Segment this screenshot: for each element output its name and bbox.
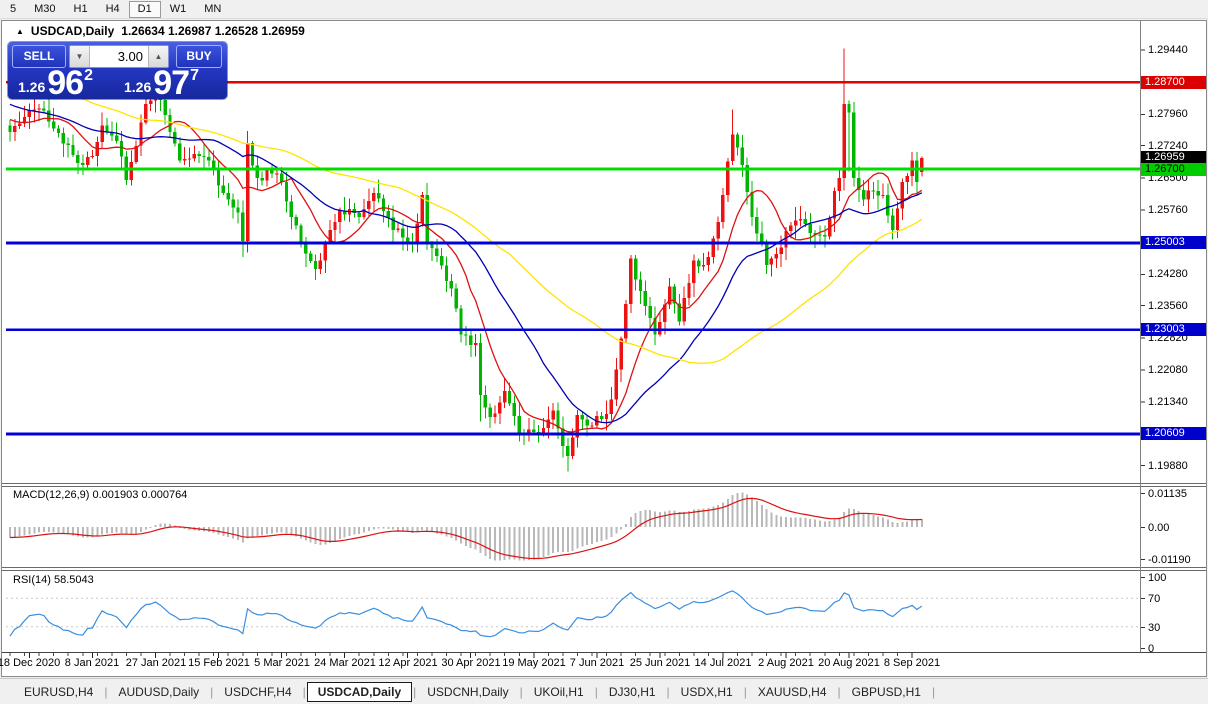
collapse-icon[interactable]: ▲	[16, 26, 24, 36]
timeframe-button-5[interactable]: 5	[10, 2, 17, 15]
volume-increase-icon[interactable]: ▲	[148, 46, 168, 67]
buy-price-pip: 7	[190, 67, 199, 84]
macd-values: 0.001903 0.000764	[92, 489, 188, 501]
chart-tab-usdchf[interactable]: USDCHF,H4	[224, 684, 292, 699]
buy-price-display[interactable]: 1.26 97 7	[124, 64, 199, 102]
price-marker-label: 1.28700	[1141, 76, 1206, 89]
timeframe-button-w1[interactable]: W1	[169, 2, 187, 15]
volume-input[interactable]: 3.00	[117, 49, 143, 64]
volume-decrease-icon[interactable]: ▼	[70, 46, 90, 67]
price-marker-label: 1.23003	[1141, 323, 1206, 336]
macd-label: MACD(12,26,9) 0.001903 0.000764	[13, 489, 188, 501]
rsi-label: RSI(14) 58.5043	[13, 574, 94, 586]
sell-button[interactable]: SELL	[12, 45, 66, 68]
buy-price-prefix: 1.26	[124, 79, 152, 95]
date-label: 2 Aug 2021	[758, 657, 814, 669]
chart-tab-eurusd[interactable]: EURUSD,H4	[24, 684, 94, 699]
tab-separator: |	[519, 684, 523, 699]
tab-separator: |	[594, 684, 598, 699]
price-marker-label: 1.26959	[1141, 151, 1206, 164]
date-label: 14 Jul 2021	[694, 657, 752, 669]
price-marker-label: 1.20609	[1141, 427, 1206, 440]
timeframe-button-mn[interactable]: MN	[204, 2, 222, 15]
price-tick-label: 1.23560	[1148, 300, 1188, 312]
date-label: 20 Aug 2021	[818, 657, 880, 669]
symbol-title: USDCAD,Daily	[30, 24, 115, 38]
buy-price-big: 97	[153, 64, 190, 102]
price-tick-label: 1.19880	[1148, 460, 1188, 472]
chart-tab-usdcad[interactable]: USDCAD,Daily	[306, 681, 413, 702]
chart-tab-usdcnh[interactable]: USDCNH,Daily	[427, 684, 509, 699]
rsi-scale-label: 30	[1148, 622, 1161, 634]
tab-separator: |	[104, 684, 108, 699]
price-tick-label: 1.24280	[1148, 268, 1188, 280]
volume-spinner: ▼ 3.00 ▲	[69, 45, 169, 68]
price-tick-label: 1.27960	[1148, 108, 1188, 120]
rsi-value: 58.5043	[53, 574, 94, 586]
price-tick-label: 1.29440	[1148, 44, 1188, 56]
macd-scale-label: -0.01190	[1148, 554, 1191, 566]
date-label: 15 Feb 2021	[188, 657, 250, 669]
chart-tab-xauusd[interactable]: XAUUSD,H4	[757, 684, 827, 699]
chart-title-bar: ▲ USDCAD,Daily 1.26634 1.26987 1.26528 1…	[16, 24, 305, 38]
price-tick-label: 1.21340	[1148, 396, 1188, 408]
price-marker-label: 1.25003	[1141, 236, 1206, 249]
price-tick-label: 1.25760	[1148, 204, 1188, 216]
date-label: 12 Apr 2021	[378, 657, 438, 669]
rsi-scale-label: 100	[1148, 572, 1167, 584]
tab-separator: |	[743, 684, 747, 699]
ohlc-values: 1.26634 1.26987 1.26528 1.26959	[121, 24, 305, 38]
timeframe-button-d1[interactable]: D1	[128, 0, 161, 18]
macd-scale-label: 0.00	[1148, 522, 1170, 534]
tab-separator: |	[837, 684, 841, 699]
date-label: 30 Apr 2021	[441, 657, 501, 669]
chart-tab-usdx[interactable]: USDX,H1	[680, 684, 733, 699]
chart-tab-dj30[interactable]: DJ30,H1	[608, 684, 656, 699]
buy-button[interactable]: BUY	[176, 45, 222, 68]
date-label: 24 Mar 2021	[314, 657, 376, 669]
chart-tab-ukoil[interactable]: UKOil,H1	[533, 684, 584, 699]
rsi-scale-label: 70	[1148, 593, 1161, 605]
date-label: 18 Dec 2020	[0, 657, 61, 669]
price-tick-label: 1.22080	[1148, 364, 1188, 376]
price-marker-label: 1.26700	[1141, 163, 1206, 176]
timeframe-button-h1[interactable]: H1	[73, 2, 88, 15]
tab-separator: |	[666, 684, 670, 699]
date-label: 25 Jun 2021	[629, 657, 691, 669]
price-tick-label: 1.27240	[1148, 140, 1188, 152]
chart-tab-audusd[interactable]: AUDUSD,Daily	[118, 684, 200, 699]
sell-price-prefix: 1.26	[18, 79, 46, 95]
date-label: 19 May 2021	[502, 657, 566, 669]
date-label: 8 Sep 2021	[883, 657, 941, 669]
timeframe-button-h4[interactable]: H4	[105, 2, 120, 15]
one-click-trade-panel: SELL ▼ 3.00 ▲ BUY 1.26 96 2 1.26 97 7	[8, 42, 227, 102]
timeframe-toolbar: 5 M30 H1 H4 D1 W1 MN	[0, 0, 1208, 19]
date-label: 5 Mar 2021	[254, 657, 310, 669]
rsi-scale-label: 0	[1148, 643, 1155, 655]
chart-tab-gbpusd[interactable]: GBPUSD,H1	[851, 684, 921, 699]
tab-separator: |	[413, 684, 417, 699]
macd-scale-label: 0.01135	[1148, 488, 1187, 500]
sell-price-display[interactable]: 1.26 96 2	[18, 64, 93, 102]
date-label: 7 Jun 2021	[569, 657, 625, 669]
sell-price-pip: 2	[84, 67, 93, 84]
tab-separator: |	[210, 684, 214, 699]
date-label: 27 Jan 2021	[125, 657, 187, 669]
tab-separator: |	[302, 684, 306, 699]
sell-price-big: 96	[47, 64, 84, 102]
symbol-tab-bar: EURUSD,H4 | AUDUSD,Daily | USDCHF,H4 | USDCAD,…	[0, 678, 1208, 704]
tab-separator: |	[931, 684, 936, 699]
timeframe-button-m30[interactable]: M30	[34, 2, 56, 15]
date-label: 8 Jan 2021	[64, 657, 120, 669]
